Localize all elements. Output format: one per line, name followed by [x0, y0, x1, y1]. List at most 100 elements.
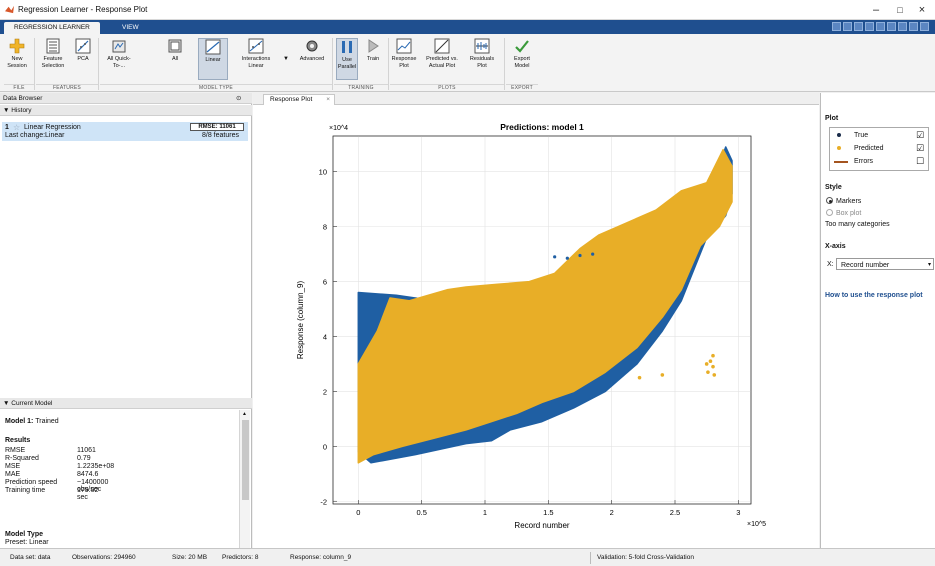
errors-checkbox[interactable]: ☐: [916, 156, 925, 166]
result-value: 1.2235e+08: [77, 463, 115, 470]
copy-icon[interactable]: [854, 22, 863, 31]
predicted-checkbox[interactable]: ☑: [916, 143, 925, 153]
residuals-plot-button[interactable]: Residuals Plot: [466, 38, 498, 69]
pca-button[interactable]: PCA: [72, 38, 94, 63]
model-gallery-dropdown-icon[interactable]: ▼: [283, 56, 289, 62]
status-size: Size: 20 MB: [172, 554, 208, 561]
x-tick-label: 0.5: [416, 508, 426, 517]
outlier-point: [660, 373, 665, 377]
history-item-model-1[interactable]: 1 ☆ Linear Regression RMSE: 11061 Last c…: [2, 122, 248, 141]
minimize-button[interactable]: –: [872, 4, 880, 16]
plot-section-header: Plot: [825, 115, 839, 122]
y-tick-label: 8: [323, 223, 327, 232]
all-models-button[interactable]: All: [164, 38, 186, 63]
train-button[interactable]: Train: [362, 38, 384, 63]
pane-menu-icon[interactable]: ⊙: [236, 95, 242, 102]
all-label: All: [171, 56, 179, 62]
result-value: ~1400000 obs/sec: [77, 479, 109, 493]
style-section-header: Style: [825, 184, 842, 191]
last-change-label: Last change:: [5, 132, 46, 139]
y-exponent-label: ×10^4: [329, 125, 348, 132]
divider: [98, 38, 99, 90]
x-axis-label: Record number: [514, 521, 569, 530]
predicted-vs-actual-button[interactable]: Predicted vs. Actual Plot: [424, 38, 460, 69]
feature-selection-button[interactable]: Feature Selection: [38, 38, 68, 69]
too-many-categories-note: Too many categories: [825, 221, 890, 228]
chart-title: Predictions: model 1: [500, 122, 584, 132]
matlab-icon: [5, 5, 14, 14]
expand-icon[interactable]: [920, 22, 929, 31]
history-section-header[interactable]: ▼ History: [0, 105, 252, 116]
undo-icon[interactable]: [876, 22, 885, 31]
result-label: Prediction speed: [5, 479, 58, 486]
new-session-button[interactable]: New Session: [4, 38, 30, 69]
save-icon[interactable]: [832, 22, 841, 31]
residuals-icon: [474, 38, 490, 54]
tab-response-plot-label: Response Plot: [270, 96, 313, 103]
response-plot-chart[interactable]: Predictions: model 1 Response (column_9)…: [253, 106, 819, 548]
y-tick-label: 6: [323, 278, 327, 287]
plot-legend-box: True ☑ Predicted ☑ Errors ☐: [829, 127, 929, 171]
paste-icon[interactable]: [865, 22, 874, 31]
result-label: MSE: [5, 463, 21, 470]
legend-item-errors[interactable]: Errors ☐: [830, 156, 930, 167]
data-browser-pane: Data Browser ⊙ ▼ History 1 ☆ Linear Regr…: [0, 93, 252, 548]
predicted-vs-actual-label: Predicted vs. Actual Plot: [426, 56, 458, 69]
redo-icon[interactable]: [887, 22, 896, 31]
tab-response-plot[interactable]: Response Plot ×: [263, 94, 335, 105]
help-link[interactable]: How to use the response plot: [825, 292, 923, 299]
errors-line-icon: [834, 161, 848, 163]
legend-item-predicted[interactable]: Predicted ☑: [830, 143, 930, 154]
legend-item-true[interactable]: True ☑: [830, 130, 930, 141]
scroll-thumb[interactable]: [242, 420, 249, 500]
y-tick-label: -2: [320, 497, 327, 506]
use-parallel-button[interactable]: Use Parallel: [336, 38, 358, 80]
x-tick-label: 1: [483, 508, 487, 517]
boxplot-radio[interactable]: [826, 209, 833, 216]
legend-errors-label: Errors: [854, 158, 874, 165]
window-title: Regression Learner - Response Plot: [18, 5, 148, 14]
result-row: R-Squared 0.79: [5, 455, 91, 463]
history-title: History: [11, 107, 32, 114]
layout-icon[interactable]: [898, 22, 907, 31]
predicted-actual-icon: [434, 38, 450, 54]
response-plot-button[interactable]: Response Plot: [390, 38, 418, 69]
linear-model-button[interactable]: Linear: [198, 38, 228, 80]
boxplot-label: Box plot: [836, 210, 862, 217]
true-checkbox[interactable]: ☑: [916, 130, 925, 140]
true-point: [553, 255, 557, 259]
checkmark-export-icon: [515, 40, 529, 53]
tab-view[interactable]: VIEW: [122, 24, 139, 31]
model-preset: Preset: Linear: [5, 539, 49, 546]
close-window-button[interactable]: ×: [918, 4, 926, 16]
result-row: Prediction speed ~1400000 obs/sec: [5, 479, 108, 493]
collapse-arrow-icon: ▼: [3, 400, 10, 407]
export-model-button[interactable]: Export Model: [508, 38, 536, 69]
pca-label: PCA: [77, 56, 89, 62]
outlier-point: [637, 375, 642, 380]
advanced-label: Advanced: [299, 56, 325, 62]
interactions-linear-label: Interactions Linear: [241, 56, 271, 69]
group-training-label: TRAINING: [334, 84, 388, 91]
result-label: RMSE: [5, 447, 26, 454]
parallel-icon: [342, 41, 352, 53]
residuals-plot-label: Residuals Plot: [469, 56, 495, 69]
tab-regression-learner[interactable]: REGRESSION LEARNER: [4, 22, 100, 34]
advanced-button[interactable]: Advanced: [296, 38, 328, 63]
maximize-button[interactable]: □: [897, 5, 903, 15]
predicted-marker-icon: [837, 146, 841, 150]
scroll-up-icon[interactable]: ▲: [242, 411, 247, 417]
cut-icon[interactable]: [843, 22, 852, 31]
help-icon[interactable]: [909, 22, 918, 31]
interactions-linear-button[interactable]: Interactions Linear: [236, 38, 276, 69]
status-bar: Data set: data Observations: 294960 Size…: [0, 548, 935, 566]
close-tab-icon[interactable]: ×: [326, 96, 330, 103]
all-quick-to-train-button[interactable]: All Quick-To-...: [102, 38, 136, 69]
current-model-scrollbar[interactable]: ▲: [239, 410, 250, 548]
linear-fit-icon: [205, 39, 221, 55]
group-model-type-label: MODEL TYPE: [100, 84, 332, 91]
xaxis-select[interactable]: Record number ▾: [836, 258, 934, 270]
current-model-header[interactable]: ▼ Current Model: [0, 398, 252, 409]
favorite-star-icon[interactable]: ☆: [13, 123, 21, 132]
markers-radio[interactable]: [826, 197, 833, 204]
